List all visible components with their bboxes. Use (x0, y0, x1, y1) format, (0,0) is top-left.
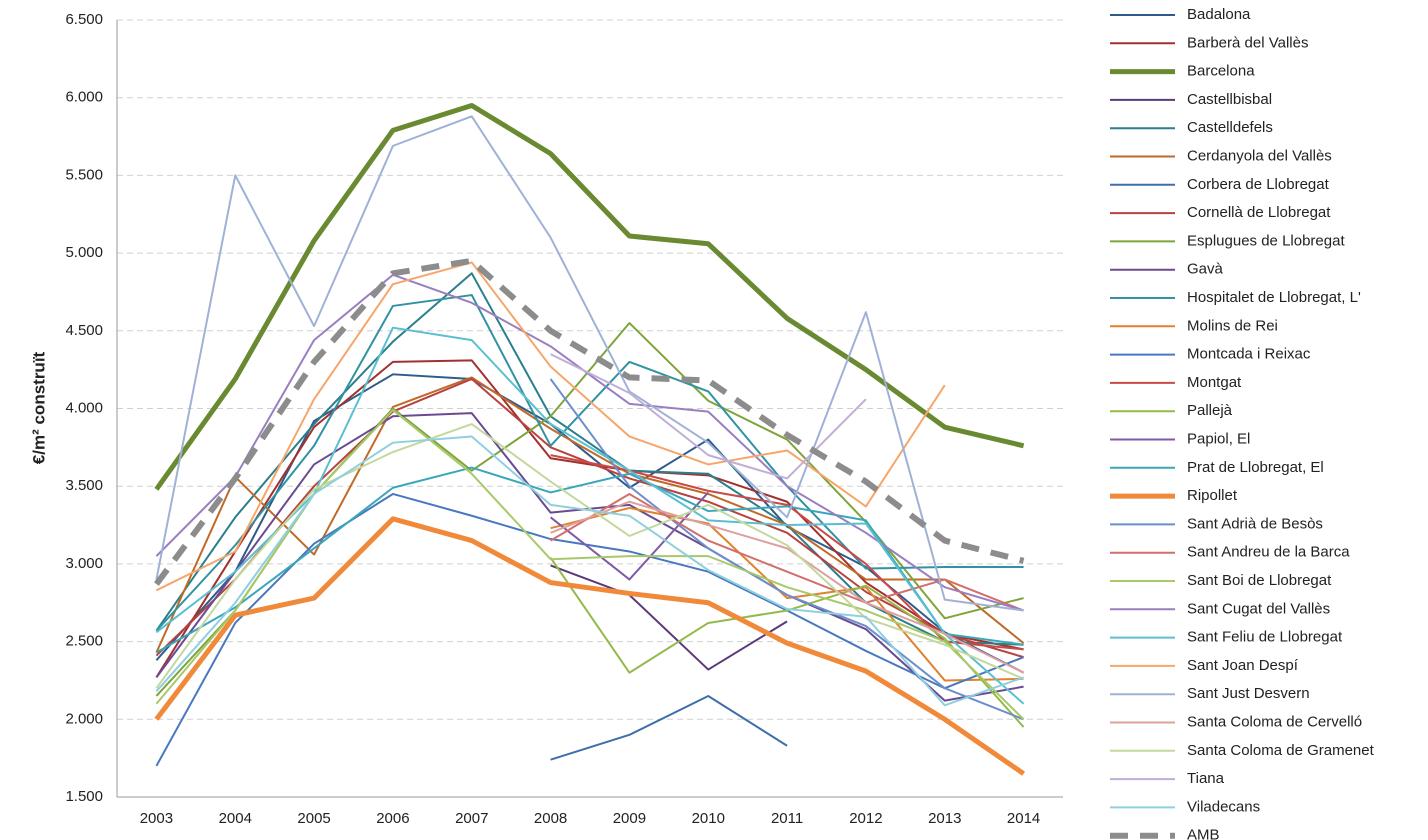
series-line (549, 557, 1025, 728)
legend-label: Castellbisbal (1187, 91, 1272, 108)
x-tick-label: 2013 (928, 810, 961, 827)
series-line (155, 423, 1024, 689)
series-line (155, 115, 1024, 612)
series-line (550, 506, 1024, 682)
x-tick-label: 2014 (1007, 810, 1040, 827)
series-line (550, 492, 1024, 612)
y-tick-label: 3.000 (65, 555, 103, 572)
legend-label: Ripollet (1187, 487, 1238, 504)
legend-label: Viladecans (1187, 798, 1260, 815)
series-line (155, 492, 1024, 767)
legend-label: Cornellà de Llobregat (1187, 204, 1331, 221)
series-line (154, 102, 1025, 491)
series-line (550, 694, 788, 761)
x-tick-label: 2012 (849, 810, 882, 827)
series-line (550, 500, 1025, 674)
legend-label: Santa Coloma de Gramenet (1187, 742, 1375, 759)
legend-label: Castelldefels (1187, 119, 1273, 136)
legend-label: Hospitalet de Llobregat, L' (1187, 289, 1361, 306)
y-tick-label: 5.000 (65, 244, 103, 261)
legend-label: Sant Cugat del Vallès (1187, 600, 1330, 617)
x-tick-label: 2011 (771, 810, 803, 827)
legend-label: Montgat (1187, 374, 1242, 391)
legend-label: Barcelona (1187, 63, 1255, 80)
series-line (155, 326, 1025, 705)
legend-label: AMB (1187, 827, 1220, 840)
y-tick-label: 2.500 (65, 633, 103, 650)
legend-label: Sant Joan Despí (1187, 657, 1299, 674)
series-line (549, 491, 709, 581)
series-line (155, 261, 946, 592)
y-tick-label: 2.000 (65, 710, 103, 727)
x-tick-label: 2003 (140, 810, 173, 827)
legend-label: Corbera de Llobregat (1187, 176, 1330, 193)
series-line (155, 294, 1024, 632)
legend-label: Gavà (1187, 261, 1224, 278)
legend-label: Sant Just Desvern (1187, 685, 1310, 702)
series-line (155, 272, 1024, 646)
series-line (550, 454, 1024, 651)
legend-label: Badalona (1187, 6, 1251, 23)
y-axis-title: €/m² construït (29, 351, 48, 464)
legend-label: Sant Feliu de Llobregat (1187, 629, 1343, 646)
y-tick-label: 4.000 (65, 399, 103, 416)
series-line (550, 564, 788, 671)
series-line (154, 257, 1025, 586)
legend-label: Tiana (1187, 770, 1225, 787)
x-tick-label: 2010 (692, 810, 725, 827)
y-tick-label: 6.500 (65, 11, 103, 28)
x-tick-label: 2006 (376, 810, 409, 827)
series-line (155, 359, 1024, 678)
y-tick-label: 6.000 (65, 89, 103, 106)
legend-label: Prat de Llobregat, El (1187, 459, 1324, 476)
x-tick-label: 2009 (613, 810, 646, 827)
legend-label: Esplugues de Llobregat (1187, 232, 1345, 249)
series-line (155, 466, 1024, 654)
x-tick-label: 2004 (219, 810, 252, 827)
y-tick-label: 3.500 (65, 477, 103, 494)
series-line (550, 353, 867, 480)
legend-label: Sant Adrià de Besòs (1187, 515, 1323, 532)
legend-label: Barberà del Vallès (1187, 34, 1308, 51)
legend-label: Pallejà (1187, 402, 1233, 419)
legend-label: Montcada i Reixac (1187, 346, 1311, 363)
series-line (154, 516, 1025, 776)
legend-label: Santa Coloma de Cervelló (1187, 713, 1362, 730)
x-tick-label: 2007 (455, 810, 488, 827)
series-line (155, 376, 1025, 653)
x-tick-label: 2005 (297, 810, 330, 827)
y-tick-label: 5.500 (65, 166, 103, 183)
legend-label: Sant Andreu de la Barca (1187, 544, 1350, 561)
legend-label: Papiol, El (1187, 430, 1250, 447)
legend-label: Sant Boi de Llobregat (1187, 572, 1332, 589)
y-tick-label: 4.500 (65, 322, 103, 339)
series-line (155, 435, 1024, 707)
legend-label: Molins de Rei (1187, 317, 1278, 334)
legend-label: Cerdanyola del Vallès (1187, 147, 1332, 164)
series-line (549, 378, 1024, 721)
y-tick-label: 1.500 (65, 788, 103, 805)
x-tick-label: 2008 (534, 810, 567, 827)
